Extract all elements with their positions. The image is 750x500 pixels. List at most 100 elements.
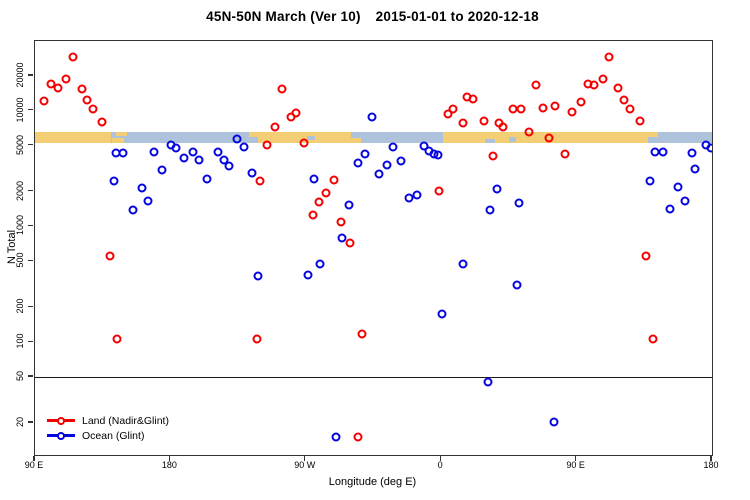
y-tick — [28, 189, 33, 192]
data-point-ocean — [202, 174, 212, 184]
data-point-land — [619, 95, 629, 105]
data-point-ocean — [549, 417, 559, 427]
legend-ocean-symbol — [47, 431, 75, 441]
plot-area: Land (Nadir&Glint) Ocean (Glint) — [34, 40, 713, 456]
map-strip-ocean — [350, 132, 443, 143]
data-point-land — [262, 140, 272, 150]
data-point-ocean — [171, 143, 181, 153]
data-point-ocean — [680, 196, 690, 206]
data-point-land — [277, 84, 287, 94]
legend-land-label: Land (Nadir&Glint) — [82, 414, 169, 427]
legend-ocean-label: Ocean (Glint) — [82, 429, 145, 442]
reference-line-50 — [35, 377, 712, 379]
data-point-land — [538, 103, 548, 113]
y-tick — [28, 143, 33, 146]
data-point-land — [112, 334, 122, 344]
data-point-ocean — [309, 174, 319, 184]
data-point-ocean — [658, 147, 668, 157]
data-point-land — [524, 127, 534, 137]
data-point-land — [82, 95, 92, 105]
y-tick — [28, 74, 33, 76]
legend-ocean-circle-icon — [57, 431, 65, 440]
data-point-land — [39, 96, 49, 106]
y-tick-label: 1000 — [15, 215, 25, 236]
data-point-ocean — [458, 259, 468, 269]
data-point-land — [299, 138, 309, 148]
data-point-land — [291, 108, 301, 118]
map-strip-patch-land — [442, 132, 449, 136]
data-point-ocean — [483, 377, 493, 387]
data-point-land — [357, 329, 367, 339]
y-tick-label: 5000 — [15, 134, 25, 155]
y-tick-label: 50 — [15, 371, 25, 382]
legend-land-circle-icon — [57, 416, 65, 425]
data-point-ocean — [514, 198, 524, 208]
data-point-land — [498, 122, 508, 132]
map-strip-ocean — [110, 132, 258, 143]
y-tick-label: 20000 — [15, 62, 25, 88]
data-point-land — [613, 83, 623, 93]
data-point-land — [625, 104, 635, 114]
data-point-ocean — [194, 155, 204, 165]
data-point-land — [336, 217, 346, 227]
map-strip-patch-land — [350, 138, 362, 143]
x-axis-title: Longitude (deg E) — [328, 476, 417, 488]
data-point-land — [345, 238, 355, 248]
legend-land-symbol — [47, 416, 75, 426]
y-tick-label: 2000 — [15, 180, 25, 201]
data-point-land — [308, 210, 318, 220]
map-strip-ocean — [647, 132, 712, 143]
x-tick — [33, 456, 35, 461]
data-point-ocean — [232, 134, 242, 144]
map-strip-patch-ocean — [508, 137, 517, 142]
data-point-land — [443, 109, 453, 119]
y-tick — [28, 340, 33, 342]
y-tick-label: 200 — [15, 298, 25, 314]
x-tick-label: 180 — [161, 460, 177, 470]
data-point-land — [589, 80, 599, 90]
data-point-land — [567, 107, 577, 117]
data-point-land — [576, 97, 586, 107]
data-point-ocean — [337, 233, 347, 243]
x-tick — [168, 456, 171, 461]
y-tick — [28, 259, 33, 261]
map-strip-patch-ocean — [307, 136, 315, 140]
data-point-land — [560, 149, 570, 159]
data-point-land — [105, 251, 115, 261]
data-point-land — [88, 104, 98, 114]
data-point-ocean — [512, 280, 522, 290]
data-point-ocean — [157, 165, 167, 175]
x-tick — [710, 456, 712, 461]
x-tick-label: 90 E — [566, 460, 585, 470]
data-point-land — [544, 133, 554, 143]
legend-item-land: Land (Nadir&Glint) — [47, 413, 169, 428]
data-point-land — [648, 334, 658, 344]
data-point-land — [255, 176, 265, 186]
data-point-land — [68, 52, 78, 62]
data-point-land — [252, 334, 262, 344]
data-point-land — [458, 118, 468, 128]
y-tick-label: 10000 — [15, 97, 25, 123]
data-point-land — [270, 122, 280, 132]
y-tick — [28, 421, 33, 423]
data-point-ocean — [433, 150, 443, 160]
data-point-ocean — [239, 142, 249, 152]
data-point-ocean — [303, 270, 313, 280]
data-point-ocean — [485, 205, 495, 215]
data-point-ocean — [388, 142, 398, 152]
map-strip-patch-land — [248, 132, 258, 137]
data-point-land — [531, 80, 541, 90]
data-point-land — [321, 188, 331, 198]
data-point-ocean — [331, 432, 341, 442]
chart-title-dates: 2015-01-01 to 2020-12-18 — [375, 9, 539, 24]
data-point-ocean — [224, 161, 234, 171]
legend-item-ocean: Ocean (Glint) — [47, 428, 169, 443]
x-tick-label: 90 E — [24, 460, 44, 470]
data-point-ocean — [419, 141, 429, 151]
map-strip-patch-land — [116, 132, 127, 136]
y-tick — [28, 109, 33, 111]
data-point-ocean — [687, 148, 697, 158]
data-point-land — [468, 94, 478, 104]
data-point-land — [488, 151, 498, 161]
